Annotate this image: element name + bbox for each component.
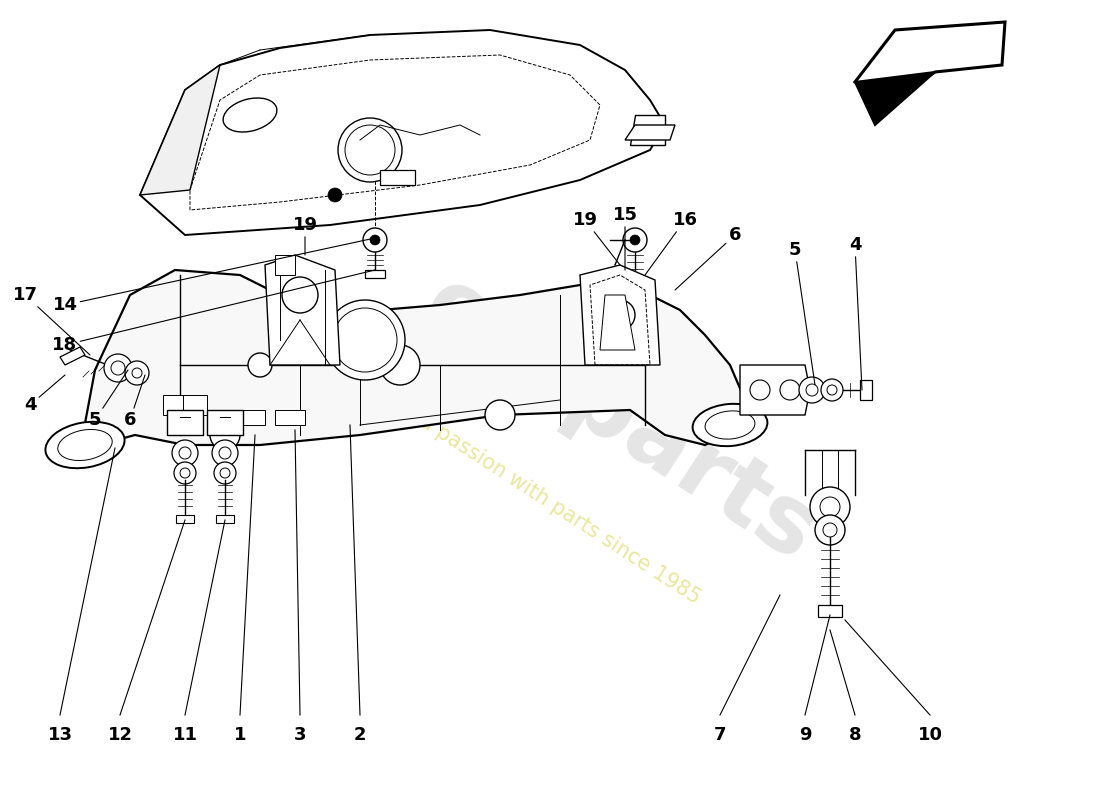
Polygon shape <box>365 270 385 278</box>
Polygon shape <box>176 515 194 523</box>
Polygon shape <box>379 170 415 185</box>
Text: 13: 13 <box>47 726 73 744</box>
Circle shape <box>623 228 647 252</box>
Circle shape <box>338 118 402 182</box>
Text: 17: 17 <box>12 286 90 355</box>
Text: 5: 5 <box>789 241 815 385</box>
Circle shape <box>104 354 132 382</box>
Text: 2: 2 <box>354 726 366 744</box>
Text: 19: 19 <box>572 211 620 265</box>
Circle shape <box>220 468 230 478</box>
Polygon shape <box>580 265 660 365</box>
Polygon shape <box>265 255 340 365</box>
Circle shape <box>750 380 770 400</box>
Polygon shape <box>275 410 305 425</box>
Polygon shape <box>860 380 872 400</box>
Circle shape <box>179 447 191 459</box>
Text: 1: 1 <box>233 726 246 744</box>
Polygon shape <box>140 65 220 195</box>
Circle shape <box>820 497 840 517</box>
Polygon shape <box>183 395 207 415</box>
Text: 19: 19 <box>293 216 318 255</box>
Text: 4: 4 <box>849 236 862 390</box>
Text: 6: 6 <box>675 226 741 290</box>
Circle shape <box>605 300 635 330</box>
Text: 18: 18 <box>53 270 375 354</box>
Circle shape <box>799 377 825 403</box>
Circle shape <box>333 308 397 372</box>
Polygon shape <box>630 115 666 145</box>
Circle shape <box>630 235 640 245</box>
Circle shape <box>214 462 236 484</box>
Text: 7: 7 <box>714 726 726 744</box>
Text: a passion with parts since 1985: a passion with parts since 1985 <box>416 412 704 608</box>
Polygon shape <box>855 22 1005 105</box>
Text: 10: 10 <box>917 726 943 744</box>
Circle shape <box>219 447 231 459</box>
Circle shape <box>815 515 845 545</box>
Polygon shape <box>216 515 234 523</box>
Ellipse shape <box>58 430 112 461</box>
Polygon shape <box>60 347 85 365</box>
Circle shape <box>125 361 148 385</box>
Circle shape <box>345 125 395 175</box>
Text: eu-parts: eu-parts <box>406 259 834 581</box>
Circle shape <box>282 277 318 313</box>
Circle shape <box>180 468 190 478</box>
Text: 3: 3 <box>294 726 306 744</box>
Text: 9: 9 <box>799 726 812 744</box>
Polygon shape <box>163 395 187 415</box>
Polygon shape <box>167 410 204 435</box>
Circle shape <box>210 420 240 450</box>
Polygon shape <box>625 125 675 140</box>
Circle shape <box>823 523 837 537</box>
Circle shape <box>379 345 420 385</box>
Ellipse shape <box>693 404 768 446</box>
Text: 5: 5 <box>89 370 128 429</box>
Circle shape <box>806 384 818 396</box>
Polygon shape <box>818 605 842 617</box>
Circle shape <box>111 361 125 375</box>
Ellipse shape <box>705 411 755 439</box>
Polygon shape <box>140 30 666 235</box>
Circle shape <box>328 188 342 202</box>
Circle shape <box>172 440 198 466</box>
Circle shape <box>132 368 142 378</box>
Polygon shape <box>600 295 635 350</box>
Circle shape <box>324 300 405 380</box>
Text: 8: 8 <box>849 726 861 744</box>
Polygon shape <box>740 365 810 415</box>
Text: 14: 14 <box>53 238 375 314</box>
Text: 11: 11 <box>173 726 198 744</box>
Circle shape <box>810 487 850 527</box>
Ellipse shape <box>223 98 277 132</box>
Text: 12: 12 <box>108 726 132 744</box>
Ellipse shape <box>45 422 124 468</box>
Text: 16: 16 <box>645 211 697 275</box>
Circle shape <box>780 380 800 400</box>
Polygon shape <box>207 410 243 435</box>
Text: 15: 15 <box>613 206 638 270</box>
Polygon shape <box>235 410 265 425</box>
Circle shape <box>248 353 272 377</box>
Circle shape <box>821 379 843 401</box>
Circle shape <box>212 440 238 466</box>
Text: 4: 4 <box>24 375 65 414</box>
Circle shape <box>827 385 837 395</box>
Polygon shape <box>275 255 295 275</box>
Circle shape <box>363 228 387 252</box>
Circle shape <box>174 462 196 484</box>
Polygon shape <box>855 72 935 125</box>
Polygon shape <box>80 270 745 450</box>
Text: 6: 6 <box>123 375 145 429</box>
Circle shape <box>485 400 515 430</box>
Circle shape <box>370 235 379 245</box>
